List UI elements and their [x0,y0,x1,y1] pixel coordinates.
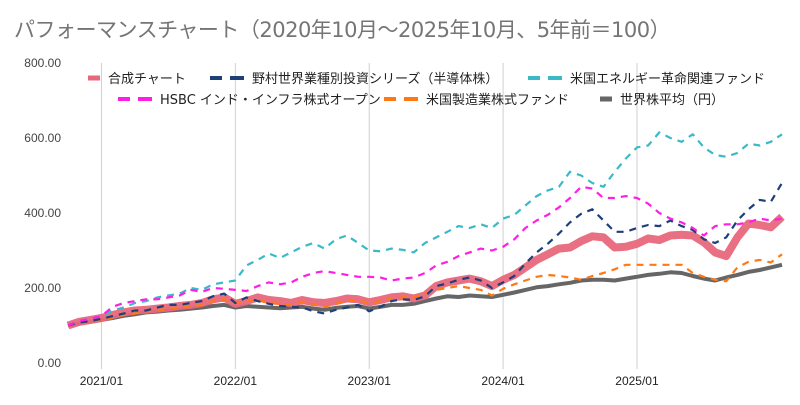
x-tick-label: 2021/01 [80,374,124,388]
y-tick-label: 0.00 [38,356,62,370]
legend-label: 米国エネルギー革命関連ファンド [570,71,765,87]
legend-item: 野村世界業種別投資シリーズ（半導体株） [210,71,498,87]
y-tick-label: 400.00 [24,206,61,220]
legend-item: 世界株平均（円） [600,93,724,108]
series-line-0 [66,213,785,330]
legend-label: 世界株平均（円） [620,93,724,108]
legend-item: 合成チャート [88,72,186,87]
y-tick-label: 800.00 [24,56,61,70]
legend-label: 野村世界業種別投資シリーズ（半導体株） [252,71,498,87]
x-tick-label: 2025/01 [615,374,659,388]
legend: 合成チャート 野村世界業種別投資シリーズ（半導体株） 米国エネルギー革命関連ファンド… [88,71,765,108]
x-tick-label: 2022/01 [214,374,258,388]
x-tick-label: 2023/01 [348,374,392,388]
y-axis: 0.00 200.00 400.00 600.00 800.00 [24,56,61,370]
legend-label: 合成チャート [108,72,186,87]
grid-lines [100,63,638,369]
series-lines [66,131,785,330]
x-axis: 2021/01 2022/01 2023/01 2024/01 2025/01 [80,374,659,388]
y-tick-label: 600.00 [24,131,61,145]
chart-title: パフォーマンスチャート（2020年10月〜2025年10月、5年前＝100） [14,18,671,42]
series-line-2 [67,131,783,327]
legend-item: 米国製造業株式ファンド [384,92,569,108]
legend-label: 米国製造業株式ファンド [426,92,569,108]
legend-item: 米国エネルギー革命関連ファンド [528,71,765,87]
y-tick-label: 200.00 [24,281,61,295]
legend-item: HSBC インド・インフラ株式オープン [118,93,381,108]
x-tick-label: 2024/01 [481,374,525,388]
series-line-4 [67,253,783,327]
series-line-1 [67,182,783,327]
legend-label: HSBC インド・インフラ株式オープン [160,93,381,108]
